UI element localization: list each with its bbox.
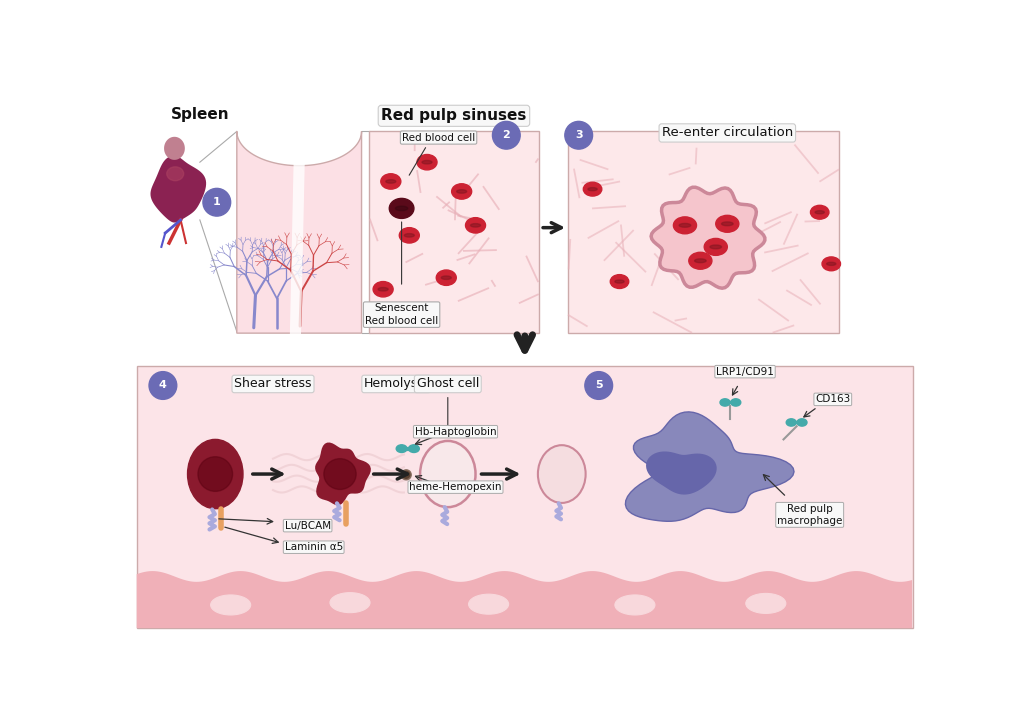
Ellipse shape <box>722 222 733 226</box>
Ellipse shape <box>610 275 629 288</box>
Ellipse shape <box>815 211 824 214</box>
Ellipse shape <box>401 470 412 480</box>
Ellipse shape <box>399 228 419 243</box>
Bar <box>370 131 539 333</box>
Ellipse shape <box>395 206 408 211</box>
Polygon shape <box>137 571 912 628</box>
Bar <box>568 131 839 333</box>
Ellipse shape <box>436 270 457 285</box>
Ellipse shape <box>378 288 388 291</box>
Text: 3: 3 <box>574 130 583 141</box>
Circle shape <box>203 188 230 216</box>
Ellipse shape <box>167 167 183 180</box>
Ellipse shape <box>786 419 797 426</box>
Text: Laminin α5: Laminin α5 <box>285 542 343 552</box>
Text: Ghost cell: Ghost cell <box>417 378 479 391</box>
Text: LRP1/CD91: LRP1/CD91 <box>716 366 774 376</box>
Ellipse shape <box>679 224 691 227</box>
Text: Red pulp
macrophage: Red pulp macrophage <box>777 503 843 526</box>
Text: 2: 2 <box>503 130 510 141</box>
Circle shape <box>402 471 410 479</box>
Ellipse shape <box>420 441 475 507</box>
Ellipse shape <box>689 252 712 269</box>
Ellipse shape <box>417 155 437 170</box>
Ellipse shape <box>470 224 480 227</box>
Ellipse shape <box>745 594 785 613</box>
Ellipse shape <box>381 174 400 189</box>
Text: CD163: CD163 <box>815 394 850 405</box>
Circle shape <box>585 371 612 399</box>
Ellipse shape <box>187 439 243 508</box>
Bar <box>137 366 912 628</box>
Text: Red pulp sinuses: Red pulp sinuses <box>381 109 526 124</box>
Text: Lu/BCAM: Lu/BCAM <box>285 520 331 530</box>
Text: Re-enter circulation: Re-enter circulation <box>662 126 793 139</box>
Ellipse shape <box>716 215 739 232</box>
Ellipse shape <box>584 182 602 196</box>
Text: Shear stress: Shear stress <box>234 378 311 391</box>
Polygon shape <box>151 155 206 222</box>
Circle shape <box>150 371 177 399</box>
Ellipse shape <box>457 190 467 193</box>
Circle shape <box>493 121 520 149</box>
Ellipse shape <box>588 187 597 191</box>
Text: 1: 1 <box>213 197 221 207</box>
Text: Hemolysis: Hemolysis <box>365 378 428 391</box>
Bar <box>131 85 920 362</box>
Ellipse shape <box>466 218 485 233</box>
Polygon shape <box>646 452 717 495</box>
Polygon shape <box>164 137 185 160</box>
Ellipse shape <box>810 205 829 219</box>
Polygon shape <box>315 442 371 506</box>
Ellipse shape <box>373 282 393 297</box>
Ellipse shape <box>694 259 707 263</box>
Text: 4: 4 <box>159 381 167 390</box>
Ellipse shape <box>441 276 452 280</box>
Ellipse shape <box>386 180 396 183</box>
Text: 5: 5 <box>595 381 602 390</box>
Ellipse shape <box>330 593 370 613</box>
Text: heme-Hemopexin: heme-Hemopexin <box>410 482 502 492</box>
Ellipse shape <box>422 160 432 164</box>
Ellipse shape <box>396 444 407 452</box>
Text: Spleen: Spleen <box>171 106 229 121</box>
Ellipse shape <box>404 234 415 237</box>
Ellipse shape <box>469 594 509 614</box>
Ellipse shape <box>389 198 414 219</box>
Ellipse shape <box>409 444 419 452</box>
Circle shape <box>565 121 593 149</box>
Ellipse shape <box>614 595 655 615</box>
Text: Senescent
Red blood cell: Senescent Red blood cell <box>365 303 438 326</box>
Text: Hb-Haptoglobin: Hb-Haptoglobin <box>415 427 497 437</box>
Ellipse shape <box>826 262 836 266</box>
Text: Red blood cell: Red blood cell <box>402 133 475 143</box>
Ellipse shape <box>614 280 625 283</box>
Polygon shape <box>626 412 794 521</box>
Polygon shape <box>237 131 361 333</box>
Ellipse shape <box>731 399 740 406</box>
Ellipse shape <box>822 257 841 271</box>
Ellipse shape <box>324 459 356 489</box>
Ellipse shape <box>705 239 727 256</box>
Ellipse shape <box>198 457 232 491</box>
Ellipse shape <box>797 419 807 426</box>
Ellipse shape <box>211 595 251 615</box>
Ellipse shape <box>538 445 586 503</box>
Ellipse shape <box>720 399 730 406</box>
Ellipse shape <box>452 184 472 200</box>
Polygon shape <box>651 187 765 288</box>
Ellipse shape <box>674 217 696 234</box>
Ellipse shape <box>710 245 722 248</box>
